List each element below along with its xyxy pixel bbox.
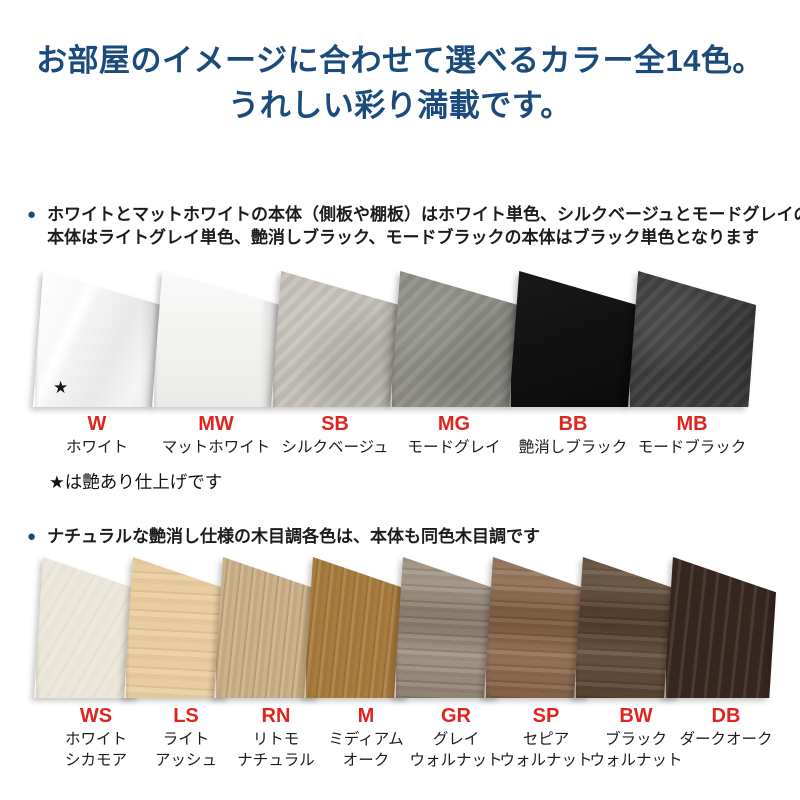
swatch-name: シルクベージュ bbox=[281, 439, 389, 456]
color-panel-bb bbox=[509, 271, 637, 407]
bullet-icon: ● bbox=[27, 206, 37, 223]
swatch-name: ミディアム オーク bbox=[328, 731, 404, 769]
swatch-code: LS bbox=[173, 705, 199, 727]
solid-desc-line-1: ホワイトとマットホワイトの本体（側板や棚板）はホワイト単色、シルクベージュとモー… bbox=[47, 205, 800, 224]
gloss-star-icon: ★ bbox=[53, 378, 69, 397]
page-title: お部屋のイメージに合わせて選べるカラー全14色。 うれしい彩り満載です。 bbox=[0, 38, 800, 128]
swatch-db: DB ダークオーク bbox=[664, 557, 776, 751]
swatch-code: GR bbox=[441, 705, 471, 727]
swatch-code: SB bbox=[321, 413, 349, 435]
wood-colors-description: ● ナチュラルな艶消し仕様の木目調各色は、本体も同色木目調です bbox=[27, 526, 540, 549]
swatch-code: SP bbox=[532, 705, 560, 727]
swatch-name: モードグレイ bbox=[407, 439, 501, 456]
swatch-name: ホワイト シカモア bbox=[64, 731, 127, 769]
swatch-code: M bbox=[357, 705, 375, 727]
swatch-code: DB bbox=[711, 705, 741, 727]
swatch-code: BB bbox=[558, 413, 588, 435]
swatch-mb: MB モードブラック bbox=[628, 271, 756, 459]
solid-desc-line-2: 本体はライトグレイ単色、艶消しブラック、モードブラックの本体はブラック単色となり… bbox=[47, 227, 760, 247]
swatch-w: ★ W ホワイト bbox=[33, 271, 161, 459]
swatch-name: ダークオーク bbox=[679, 731, 773, 748]
swatch-code: W bbox=[87, 413, 107, 435]
swatch-rn: RN リトモ ナチュラル bbox=[214, 557, 326, 771]
swatch-name: ブラック ウォルナット bbox=[589, 731, 683, 769]
bullet-icon: ● bbox=[27, 528, 37, 545]
color-panel-w: ★ bbox=[33, 271, 161, 407]
swatch-sp: SP セピア ウォルナット bbox=[484, 557, 596, 771]
title-line-1: お部屋のイメージに合わせて選べるカラー全14色。 bbox=[36, 43, 764, 78]
color-panel-sb bbox=[271, 271, 399, 407]
color-panel-db bbox=[664, 557, 776, 698]
swatch-code: MG bbox=[437, 413, 471, 435]
color-panel-mg bbox=[390, 271, 518, 407]
swatch-name: マットホワイト bbox=[161, 439, 271, 456]
swatch-name: ホワイト bbox=[65, 439, 128, 456]
swatch-name: リトモ ナチュラル bbox=[237, 731, 315, 769]
gloss-finish-note: ★は艶あり仕上げです bbox=[49, 472, 223, 492]
swatch-mw: MW マットホワイト bbox=[152, 271, 280, 459]
swatch-code: WS bbox=[79, 705, 113, 727]
title-line-2: うれしい彩り満載です。 bbox=[228, 88, 572, 123]
swatch-bb: BB 艶消しブラック bbox=[509, 271, 637, 459]
swatch-ws: WS ホワイト シカモア bbox=[34, 557, 146, 771]
swatch-mg: MG モードグレイ bbox=[390, 271, 518, 459]
swatch-name: ライト アッシュ bbox=[154, 731, 217, 769]
swatch-code: MB bbox=[676, 413, 708, 435]
solid-colors-description: ● ホワイトとマットホワイトの本体（側板や棚板）はホワイト単色、シルクベージュと… bbox=[27, 204, 800, 249]
swatch-code: MW bbox=[198, 413, 234, 435]
swatch-sb: SB シルクベージュ bbox=[271, 271, 399, 459]
swatch-name: モードブラック bbox=[637, 439, 747, 456]
wood-desc: ナチュラルな艶消し仕様の木目調各色は、本体も同色木目調です bbox=[47, 527, 541, 546]
swatch-name: 艶消しブラック bbox=[518, 439, 628, 456]
color-panel-mb bbox=[628, 271, 756, 407]
swatch-name: セピア ウォルナット bbox=[499, 731, 593, 769]
swatch-code: RN bbox=[261, 705, 291, 727]
color-panel-mw bbox=[152, 271, 280, 407]
swatch-code: BW bbox=[619, 705, 653, 727]
swatch-name: グレイ ウォルナット bbox=[409, 731, 503, 769]
